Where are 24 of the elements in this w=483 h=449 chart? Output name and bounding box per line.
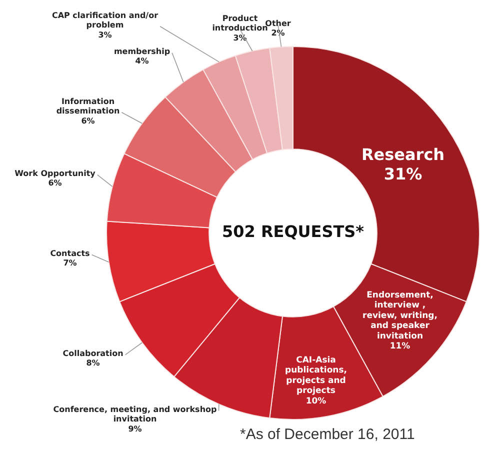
text: *As of December 16, 2011 <box>240 426 415 443</box>
data-label: 11% <box>390 341 411 352</box>
slice-label: CAI-Asia publications, projects and projects <box>285 355 347 396</box>
slice-label: CAP clarification and/or problem <box>52 11 158 30</box>
slice-label: Information dissemination <box>56 97 120 116</box>
data-label: 6% <box>48 178 62 188</box>
data-label: 7% <box>63 258 77 268</box>
data-label: 8% <box>86 358 100 368</box>
data-label: 4% <box>135 56 149 66</box>
slice-label: Contacts <box>50 249 90 258</box>
data-label: 31% <box>384 164 422 184</box>
slice-label: Collaboration <box>62 349 124 358</box>
data-label: 9% <box>128 424 142 434</box>
data-label: 6% <box>81 116 95 126</box>
data-label: 10% <box>306 396 327 406</box>
data-label: 3% <box>98 30 112 40</box>
data-label: 2% <box>271 28 285 38</box>
slice-label: Conference, meeting, and workshop invitation <box>53 405 218 424</box>
slice-label: Work Opportunity <box>14 169 96 178</box>
slice-label: Endorsement, interview , review, writing, and speaker invitation <box>362 290 438 342</box>
slice-label: Research <box>361 145 445 164</box>
text: 502 REQUESTS* <box>222 222 365 242</box>
data-label: 3% <box>233 33 247 42</box>
slice-label: membership <box>114 47 170 56</box>
